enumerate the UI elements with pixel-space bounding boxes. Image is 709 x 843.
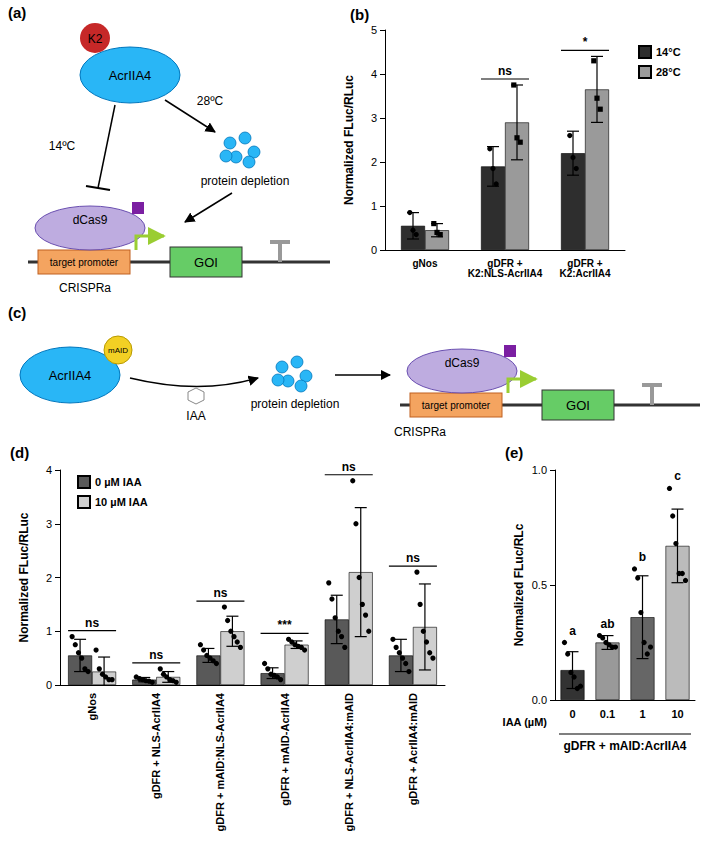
- svg-text:a: a: [569, 624, 576, 638]
- svg-text:mAID: mAID: [108, 346, 128, 355]
- svg-text:1.0: 1.0: [532, 464, 547, 476]
- svg-text:ab: ab: [600, 617, 614, 631]
- svg-text:K2:NLS-AcrIIA4: K2:NLS-AcrIIA4: [468, 268, 543, 279]
- svg-text:3: 3: [371, 112, 377, 124]
- svg-text:4: 4: [371, 68, 377, 80]
- svg-text:(a): (a): [8, 4, 26, 21]
- svg-text:1: 1: [371, 200, 377, 212]
- svg-text:10 µM IAA: 10 µM IAA: [95, 496, 148, 508]
- svg-text:ns: ns: [498, 64, 512, 78]
- svg-text:0 µM IAA: 0 µM IAA: [95, 476, 142, 488]
- svg-text:target promoter: target promoter: [422, 400, 491, 411]
- svg-text:dCas9: dCas9: [73, 213, 108, 227]
- svg-text:28°C: 28°C: [656, 66, 681, 78]
- svg-text:gDFR + NLS-AcrIIA4: gDFR + NLS-AcrIIA4: [150, 692, 162, 799]
- svg-text:AcrIIA4: AcrIIA4: [109, 68, 152, 83]
- svg-text:3: 3: [46, 518, 52, 530]
- svg-text:CRISPRa: CRISPRa: [59, 281, 111, 295]
- svg-text:Normalized FLuc/RLc: Normalized FLuc/RLc: [512, 523, 526, 646]
- svg-text:ns: ns: [406, 551, 420, 565]
- svg-text:(d): (d): [10, 444, 29, 461]
- svg-text:0: 0: [46, 679, 52, 691]
- svg-text:protein depletion: protein depletion: [201, 174, 290, 188]
- svg-text:ns: ns: [85, 616, 99, 630]
- svg-text:gDFR + mAID:AcrIIA4: gDFR + mAID:AcrIIA4: [563, 739, 686, 753]
- svg-text:GOI: GOI: [194, 255, 218, 270]
- svg-text:b: b: [639, 550, 646, 564]
- svg-text:protein depletion: protein depletion: [251, 397, 340, 411]
- svg-text:ns: ns: [149, 648, 163, 662]
- svg-text:5: 5: [371, 24, 377, 36]
- svg-text:0.5: 0.5: [532, 579, 547, 591]
- svg-text:IAA: IAA: [186, 409, 205, 423]
- svg-text:10: 10: [671, 708, 683, 720]
- svg-text:K2:AcrIIA4: K2:AcrIIA4: [559, 268, 611, 279]
- svg-text:(e): (e): [505, 444, 523, 461]
- svg-text:0.0: 0.0: [532, 694, 547, 706]
- svg-text:c: c: [674, 469, 681, 483]
- svg-text:ns: ns: [213, 586, 227, 600]
- svg-text:target promoter: target promoter: [50, 257, 119, 268]
- svg-text:Normalized FLuc/RLuc: Normalized FLuc/RLuc: [17, 512, 31, 642]
- svg-text:dCas9: dCas9: [445, 356, 480, 370]
- svg-text:IAA (µM): IAA (µM): [503, 716, 548, 728]
- svg-text:28ºC: 28ºC: [197, 94, 224, 108]
- svg-text:gDFR + NLS-AcrIIA4:mAID: gDFR + NLS-AcrIIA4:mAID: [343, 693, 355, 831]
- svg-text:gDFR +: gDFR +: [487, 257, 523, 269]
- svg-text:0: 0: [569, 708, 575, 720]
- svg-text:gDFR + AcrIIA4:mAID: gDFR + AcrIIA4:mAID: [407, 693, 419, 805]
- svg-text:2: 2: [371, 156, 377, 168]
- svg-text:CRISPRa: CRISPRa: [394, 425, 446, 439]
- svg-text:gNos: gNos: [86, 693, 98, 721]
- svg-text:gNos: gNos: [413, 258, 438, 269]
- svg-text:GOI: GOI: [566, 398, 590, 413]
- svg-text:AcrIIA4: AcrIIA4: [49, 368, 92, 383]
- svg-text:14ºC: 14ºC: [49, 139, 76, 153]
- svg-text:gDFR +: gDFR +: [567, 257, 603, 269]
- svg-text:1: 1: [46, 625, 52, 637]
- svg-text:ns: ns: [342, 460, 356, 474]
- svg-text:gDFR + mAID-AcrIIA4: gDFR + mAID-AcrIIA4: [279, 692, 291, 806]
- svg-text:1: 1: [639, 708, 645, 720]
- svg-text:(b): (b): [350, 6, 369, 23]
- svg-text:0.1: 0.1: [600, 708, 615, 720]
- svg-text:4: 4: [46, 464, 52, 476]
- svg-text:(c): (c): [8, 304, 26, 321]
- svg-text:0: 0: [371, 244, 377, 256]
- svg-text:14°C: 14°C: [656, 46, 681, 58]
- svg-text:2: 2: [46, 572, 52, 584]
- svg-text:***: ***: [278, 618, 292, 632]
- svg-text:*: *: [583, 35, 588, 49]
- svg-text:Normalized FLuc/RLuc: Normalized FLuc/RLuc: [342, 75, 356, 205]
- svg-text:gDFR + mAID:NLS-AcrIIA4: gDFR + mAID:NLS-AcrIIA4: [214, 692, 226, 831]
- svg-text:K2: K2: [88, 32, 103, 46]
